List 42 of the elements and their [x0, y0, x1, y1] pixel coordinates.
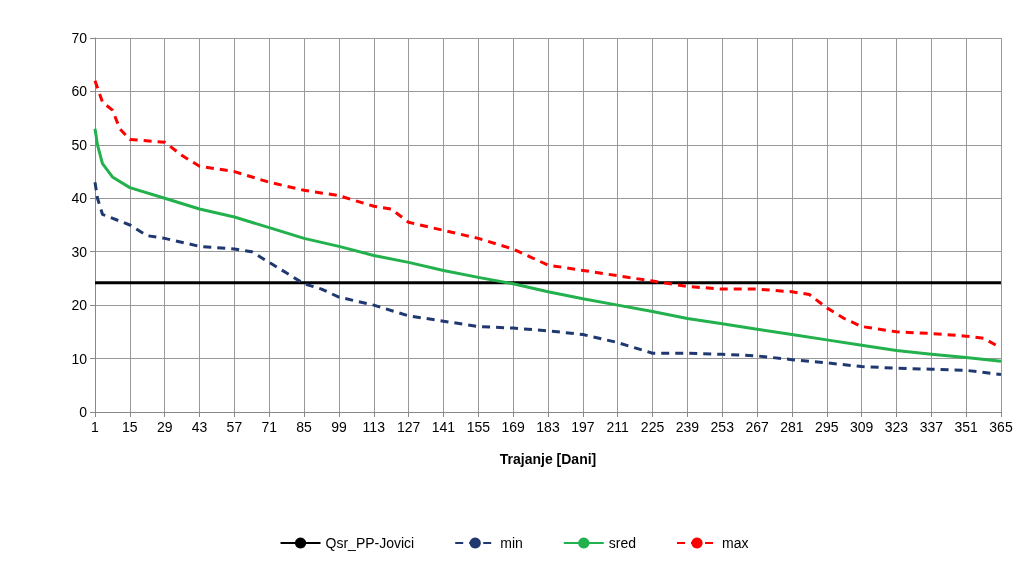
x-tick-label: 211 [606, 419, 630, 435]
x-tick-label: 1 [91, 419, 100, 435]
legend-label: sred [608, 535, 637, 551]
x-tick-label: 71 [261, 419, 278, 435]
y-tick-label: 50 [71, 136, 88, 153]
x-tick-label: 365 [989, 419, 1013, 435]
y-tick-label: 0 [79, 404, 88, 420]
x-tick-label: 309 [849, 419, 874, 435]
legend-label: Qsr_PP-Jovici [325, 535, 415, 551]
y-tick-label: 20 [71, 297, 88, 314]
x-tick-label: 169 [501, 419, 526, 435]
line-series [93, 180, 1003, 377]
x-tick-label: 253 [710, 419, 735, 435]
x-tick-label: 29 [156, 419, 173, 435]
legend-label: max [722, 535, 749, 551]
x-tick-label: 183 [536, 419, 560, 435]
x-tick-label: 239 [675, 419, 700, 435]
x-tick-label: 267 [745, 419, 769, 435]
x-tick-label: 15 [122, 419, 138, 435]
x-tick-label: 323 [884, 419, 909, 435]
x-tick-label: 43 [191, 419, 208, 435]
x-tick-label: 155 [466, 419, 491, 435]
x-tick-label: 281 [780, 419, 804, 435]
x-tick-label: 337 [919, 419, 944, 435]
x-tick-label: 225 [640, 419, 665, 435]
x-tick-label: 113 [362, 419, 386, 435]
x-tick-label: 295 [815, 419, 839, 435]
line-series [93, 127, 1003, 363]
y-tick-label: 70 [71, 30, 88, 46]
y-tick-label: 30 [71, 243, 88, 260]
x-axis-title: Trajanje [Dani] [499, 451, 597, 467]
x-tick-label: 85 [296, 419, 313, 435]
x-tick-label: 141 [431, 419, 456, 435]
y-tick-label: 60 [71, 83, 88, 100]
x-tick-label: 127 [396, 419, 421, 435]
legend-label: min [500, 535, 523, 551]
x-tick-label: 197 [571, 419, 595, 435]
x-tick-label: 57 [226, 419, 243, 435]
y-tick-label: 40 [71, 190, 88, 207]
x-tick-label: 99 [331, 419, 347, 435]
x-tick-label: 351 [954, 419, 979, 435]
y-tick-label: 10 [71, 350, 88, 367]
